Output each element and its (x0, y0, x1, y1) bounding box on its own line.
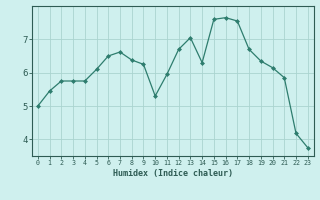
X-axis label: Humidex (Indice chaleur): Humidex (Indice chaleur) (113, 169, 233, 178)
